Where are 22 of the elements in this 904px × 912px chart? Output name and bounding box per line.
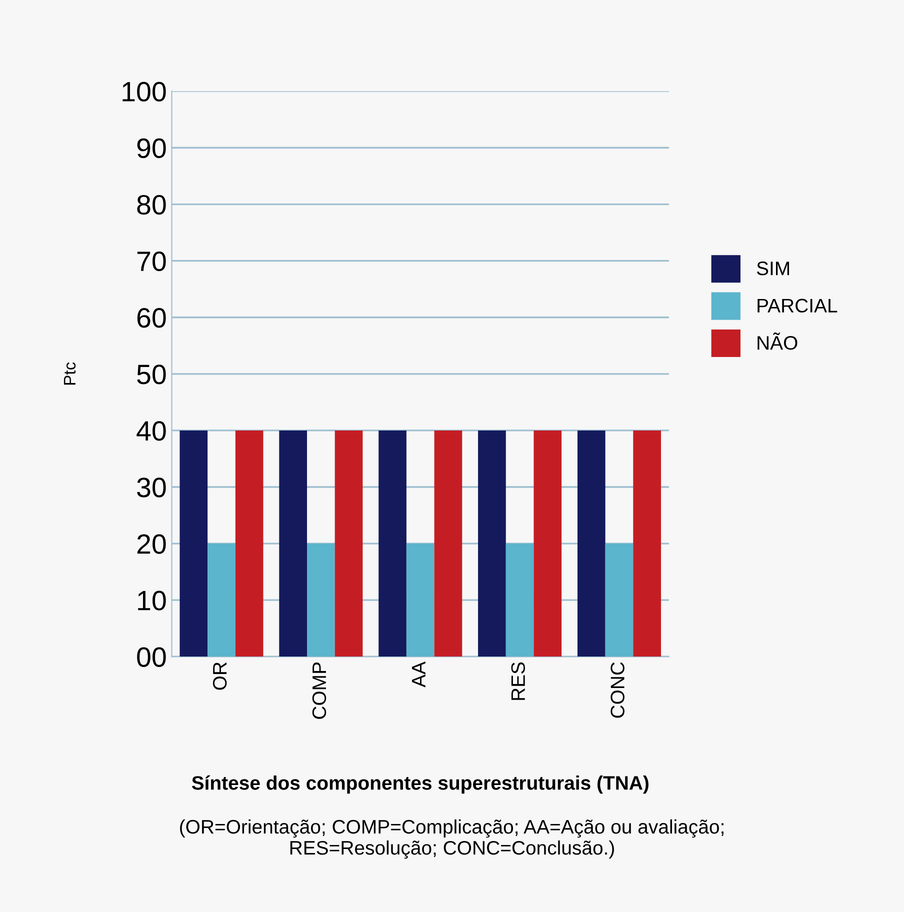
y-tick-label: 60 — [137, 308, 166, 328]
y-tick-label: 100 — [122, 82, 166, 102]
legend-label: SIM — [756, 262, 790, 276]
y-tick-label: 90 — [137, 138, 166, 158]
x-tick-label: OR — [212, 662, 227, 690]
x-axis-title: Síntese dos componentes superestruturais (TNA) — [192, 775, 648, 794]
y-tick-label: 50 — [137, 364, 166, 384]
y-tick-label: 20 — [137, 534, 166, 554]
x-tick-label: COMP — [312, 662, 326, 719]
legend-label: PARCIAL — [758, 298, 838, 313]
x-tick-label: RES — [511, 662, 526, 700]
x-tick-label: CONC — [610, 662, 624, 718]
y-tick-label: 00 — [137, 647, 166, 667]
y-tick-label: 40 — [136, 421, 166, 441]
y-tick-label: 10 — [138, 590, 166, 610]
x-tick-label: AA — [412, 662, 426, 688]
y-tick-label: 30 — [137, 478, 166, 498]
y-tick-label: 80 — [137, 194, 166, 215]
y-axis-title: Ptc — [64, 362, 76, 385]
text: (OR=Orientação; COMP=Complicação; AA=Ação ou avaliação; RES=Resolução; CONC=Conclusão.) — [180, 819, 724, 859]
y-tick-label: 70 — [137, 252, 166, 272]
legend-label: NÃO — [758, 332, 798, 350]
